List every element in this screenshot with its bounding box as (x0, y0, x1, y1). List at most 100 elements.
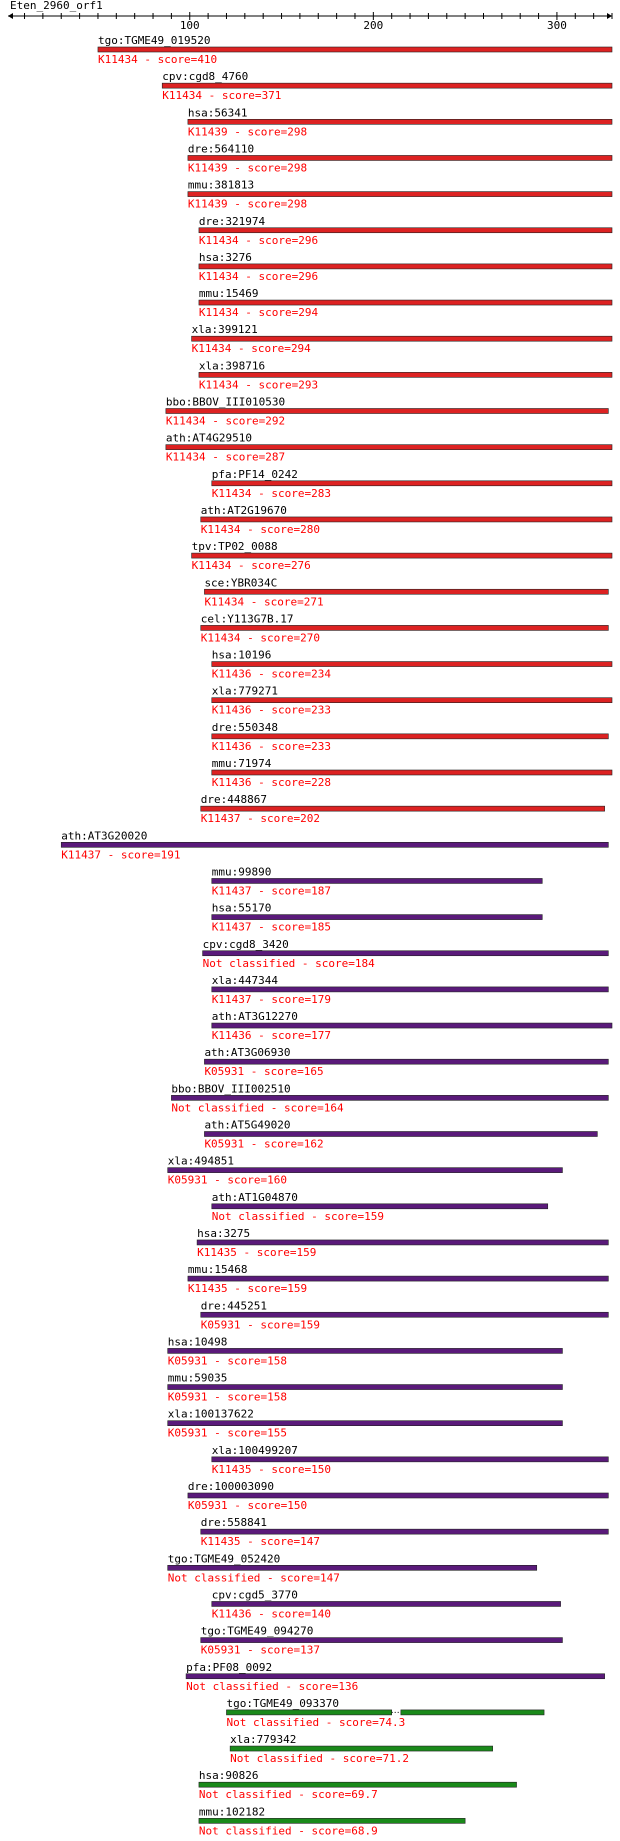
hit-bar (211, 733, 609, 740)
hit-ko: K11434 (212, 487, 252, 500)
hit-score-label: K11437 - score=187 (212, 884, 331, 897)
hit-id-label: cpv:cgd5_3770 (212, 1588, 298, 1601)
hit-ko: K11435 (197, 1246, 237, 1259)
hit-row: ath:AT2G19670 K11434 - score=280 (200, 504, 613, 536)
hit-bar (198, 227, 613, 234)
hit-row: sce:YBR034C K11434 - score=271 (204, 576, 609, 608)
hit-bar (196, 1239, 609, 1246)
hit-score-prefix: - score= (241, 1318, 301, 1331)
hit-score-label: K11439 - score=298 (188, 198, 307, 211)
hit-row: hsa:10196 K11436 - score=234 (211, 649, 613, 681)
hit-bar (165, 408, 609, 414)
hit-ko: K11436 (212, 776, 252, 789)
hit-ko: K05931 (201, 1644, 241, 1657)
hit-score-prefix: - score= (252, 668, 312, 681)
hit-score-label: K11434 - score=271 (204, 595, 323, 608)
hit-row: xla:398716 K11434 - score=293 (198, 359, 613, 391)
hit-score-prefix: - score= (138, 53, 198, 66)
hit-score-label: K05931 - score=155 (168, 1427, 287, 1440)
hit-score-label: K11434 - score=287 (166, 451, 285, 464)
hit-bar (200, 1637, 563, 1643)
hit-score: 155 (267, 1427, 287, 1440)
hit-ko: K11437 (212, 921, 252, 934)
hit-row: cpv:cgd5_3770 K11436 - score=140 (211, 1588, 561, 1620)
hit-ko: K11436 (212, 740, 252, 753)
hit-ko: K11434 (199, 378, 239, 391)
hit-ko: Not classified (230, 1752, 323, 1765)
hit-score-prefix: - score= (228, 198, 288, 211)
hit-row: xla:100137622 K05931 - score=155 (167, 1408, 563, 1440)
hit-score-prefix: - score= (241, 1535, 301, 1548)
hit-row: bbo:BBOV_III010530 K11434 - score=292 (165, 396, 609, 428)
ruler-tick-label: 300 (547, 19, 567, 32)
hit-score: 298 (287, 198, 307, 211)
hit-score: 136 (338, 1680, 358, 1693)
hit-score: 150 (287, 1499, 307, 1512)
hit-id-label: mmu:59035 (168, 1372, 228, 1385)
position-ruler: 100 200 300 (8, 12, 613, 32)
hit-score-prefix: - score= (202, 89, 262, 102)
hit-score-prefix: - score= (241, 1644, 301, 1657)
hit-score: 68.9 (351, 1824, 378, 1837)
hit-row: dre:445251 K05931 - score=159 (200, 1299, 609, 1331)
hit-ko: K11434 (162, 89, 202, 102)
hit-bar (211, 1203, 549, 1210)
hit-row: mmu:381813 K11439 - score=298 (187, 179, 613, 211)
hit-score: 202 (300, 812, 320, 825)
hit-row: dre:321974 K11434 - score=296 (198, 215, 613, 247)
hit-score: 147 (320, 1571, 340, 1584)
hit-score: 187 (311, 884, 331, 897)
hit-bar (202, 950, 609, 957)
hit-id-label: xla:399121 (192, 323, 258, 336)
hit-id-label: xla:779271 (212, 685, 278, 698)
hit-bar (187, 119, 613, 125)
hit-score-prefix: - score= (231, 342, 291, 355)
hit-row: hsa:55170 K11437 - score=185 (211, 902, 543, 934)
hit-ko: Not classified (186, 1680, 279, 1693)
hit-score: 234 (311, 668, 331, 681)
hit-bar (200, 805, 605, 812)
hit-score-label: K05931 - score=165 (204, 1065, 323, 1078)
hit-score: 287 (265, 451, 285, 464)
hit-score-label: K11436 - score=140 (212, 1607, 331, 1620)
hit-ko: K11439 (188, 198, 228, 211)
hit-ko: K11434 (166, 451, 206, 464)
query-title: Eten_2960_orf1 (10, 0, 103, 12)
hit-bar (211, 1601, 561, 1607)
ruler-tick-label: 200 (363, 19, 383, 32)
hit-score-prefix: - score= (207, 1427, 267, 1440)
hit-score: 147 (300, 1535, 320, 1548)
hit-score: 276 (291, 559, 311, 572)
hit-score-label: Not classified - score=74.3 (226, 1716, 405, 1729)
hit-score: 159 (364, 1210, 384, 1223)
hit-row: mmu:71974 K11436 - score=228 (211, 757, 613, 789)
hit-score-prefix: - score= (292, 1788, 352, 1801)
hit-bar (187, 155, 613, 161)
hit-bar (191, 552, 613, 559)
hit-score: 158 (267, 1354, 287, 1367)
hit-score-prefix: - score= (207, 1391, 267, 1404)
hit-id-label: bbo:BBOV_III002510 (171, 1082, 290, 1095)
hit-score-prefix: - score= (206, 415, 266, 428)
hit-bar (211, 878, 543, 884)
hit-score: 160 (267, 1174, 287, 1187)
hit-id-label: dre:564110 (188, 142, 254, 155)
hit-score-prefix: - score= (239, 234, 299, 247)
hit-bar (204, 1131, 598, 1137)
hit-bar (200, 625, 609, 631)
hit-score-label: Not classified - score=159 (212, 1210, 384, 1223)
hit-row: mmu:15468 K11435 - score=159 (187, 1263, 609, 1295)
hit-score-label: Not classified - score=136 (186, 1680, 358, 1693)
hit-bar (211, 769, 613, 776)
hit-row: tgo:TGME49_093370 Not classified - score=… (226, 1697, 545, 1729)
hit-ko: Not classified (171, 1101, 264, 1114)
hit-score: 296 (298, 234, 318, 247)
hit-score-label: K11434 - score=283 (212, 487, 331, 500)
hit-score-label: K11436 - score=228 (212, 776, 331, 789)
hit-score-prefix: - score= (279, 1680, 339, 1693)
hit-ko: Not classified (203, 957, 296, 970)
hit-id-label: bbo:BBOV_III010530 (166, 396, 285, 409)
hit-id-label: tgo:TGME49_019520 (98, 34, 211, 47)
hit-score-label: K11434 - score=296 (199, 270, 318, 283)
